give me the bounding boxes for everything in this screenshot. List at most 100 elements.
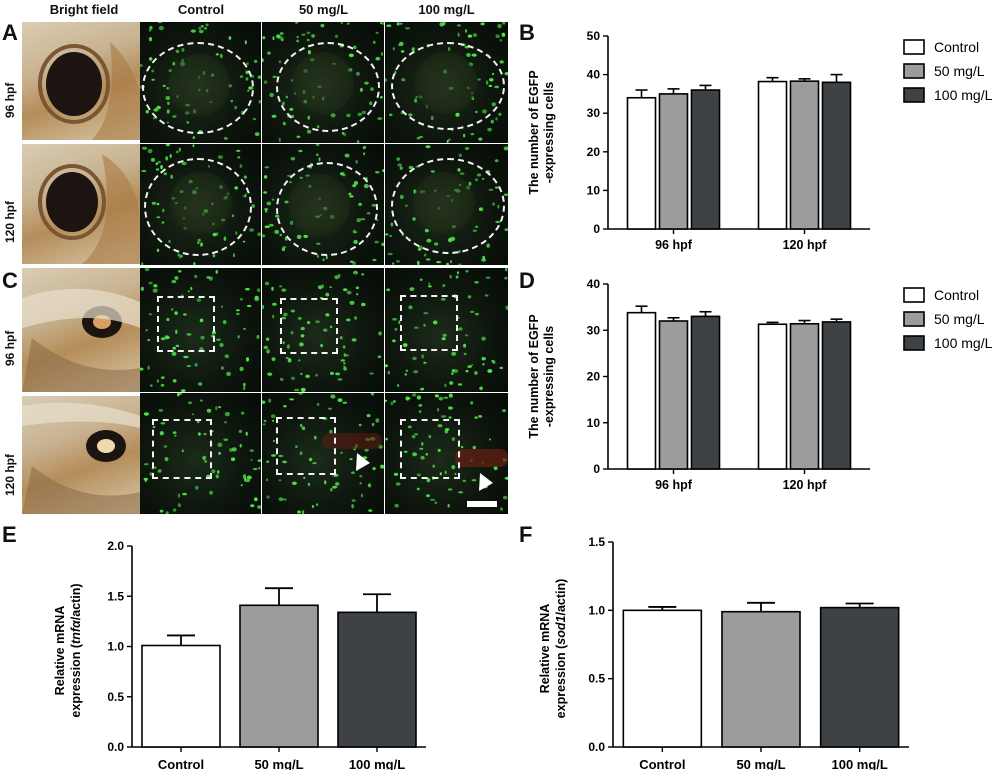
egfp-cell <box>178 147 181 152</box>
egfp-cell <box>329 286 332 289</box>
x-tick-label: Control <box>158 757 204 770</box>
egfp-cell <box>498 112 502 116</box>
egfp-cell <box>163 445 168 448</box>
legend-label: Control <box>934 39 979 55</box>
egfp-cell <box>203 27 208 30</box>
egfp-cell <box>256 288 261 292</box>
x-tick-label: 120 hpf <box>783 238 828 252</box>
egfp-cell <box>330 394 336 399</box>
egfp-cell <box>172 346 176 350</box>
egfp-cell <box>432 464 435 468</box>
egfp-cell <box>456 24 461 27</box>
egfp-cell <box>373 40 376 44</box>
y-tick-label: 50 <box>587 29 601 43</box>
egfp-cell <box>266 201 272 206</box>
egfp-cell <box>144 268 150 272</box>
egfp-cell <box>141 170 147 172</box>
egfp-cell <box>290 331 294 335</box>
y-tick-label: 1.0 <box>107 640 124 654</box>
egfp-cell <box>223 137 228 140</box>
egfp-cell <box>402 343 408 348</box>
egfp-cell <box>374 240 379 244</box>
region-of-interest-box <box>400 295 458 351</box>
egfp-cell <box>330 371 334 375</box>
egfp-cell <box>388 113 393 117</box>
row-label-a-120: 120 hpf <box>3 200 17 243</box>
panel-letter-f: F <box>519 522 533 547</box>
egfp-cell <box>487 127 492 132</box>
egfp-cell <box>218 406 222 409</box>
egfp-cell <box>329 325 333 329</box>
egfp-cell <box>467 34 473 38</box>
egfp-cell <box>239 443 242 448</box>
egfp-cell <box>470 133 475 136</box>
egfp-cell <box>252 118 257 121</box>
egfp-cell <box>217 470 220 474</box>
egfp-cell <box>271 286 274 291</box>
micrograph-a-96-50 <box>262 22 384 143</box>
egfp-cell <box>400 50 405 53</box>
y-axis-label: The number of EGFP-expressing cells <box>527 314 556 438</box>
egfp-cell <box>355 286 360 290</box>
egfp-cell <box>272 314 275 319</box>
egfp-cell <box>451 372 454 375</box>
egfp-cell <box>166 317 170 322</box>
egfp-cell <box>157 469 162 473</box>
legend-swatch <box>903 87 925 103</box>
egfp-cell <box>363 152 366 156</box>
egfp-cell <box>447 138 451 141</box>
egfp-cell <box>270 414 276 419</box>
egfp-cell <box>311 34 315 38</box>
egfp-cell <box>153 284 158 288</box>
egfp-cell <box>411 434 416 439</box>
egfp-cell <box>145 110 149 114</box>
egfp-cell <box>157 160 161 164</box>
egfp-cell <box>316 402 320 406</box>
egfp-cell <box>455 275 459 279</box>
egfp-cell <box>299 372 303 376</box>
egfp-cell <box>160 383 165 387</box>
egfp-cell <box>390 222 394 227</box>
egfp-cell <box>444 470 447 475</box>
egfp-cell <box>290 157 296 161</box>
egfp-cell <box>158 409 164 412</box>
egfp-cell <box>145 329 148 332</box>
egfp-cell <box>258 466 261 470</box>
egfp-cell <box>155 162 159 166</box>
egfp-cell <box>164 457 169 462</box>
egfp-cell <box>447 504 450 508</box>
egfp-cell <box>470 310 475 313</box>
scale-bar <box>467 501 497 507</box>
micrograph-c-96-100 <box>385 268 508 392</box>
micrograph-c-96-control <box>140 268 261 392</box>
egfp-cell <box>465 270 469 273</box>
egfp-cell <box>385 233 389 236</box>
egfp-cell <box>152 288 158 293</box>
egfp-cell <box>279 36 284 40</box>
egfp-cell <box>143 412 149 416</box>
egfp-cell <box>491 359 494 363</box>
egfp-cell <box>495 117 498 121</box>
egfp-cell <box>432 320 438 325</box>
egfp-cell <box>463 343 467 348</box>
egfp-cell <box>237 156 241 159</box>
egfp-cell <box>291 481 297 485</box>
egfp-cell <box>199 318 204 323</box>
egfp-cell <box>244 40 247 45</box>
egfp-cell <box>294 22 299 24</box>
egfp-cell <box>325 292 330 297</box>
egfp-cell <box>337 378 343 381</box>
egfp-cell <box>249 228 255 232</box>
egfp-cell <box>148 28 152 32</box>
egfp-cell <box>267 372 273 376</box>
egfp-cell <box>160 337 166 341</box>
egfp-cell <box>266 478 269 482</box>
panel-letter-a: A <box>2 20 18 45</box>
egfp-cell <box>253 59 258 63</box>
egfp-cell <box>279 32 284 35</box>
egfp-cell <box>458 153 462 157</box>
egfp-cell <box>423 312 429 315</box>
egfp-cell <box>265 337 270 341</box>
egfp-cell <box>446 139 449 143</box>
egfp-cell <box>242 240 246 243</box>
